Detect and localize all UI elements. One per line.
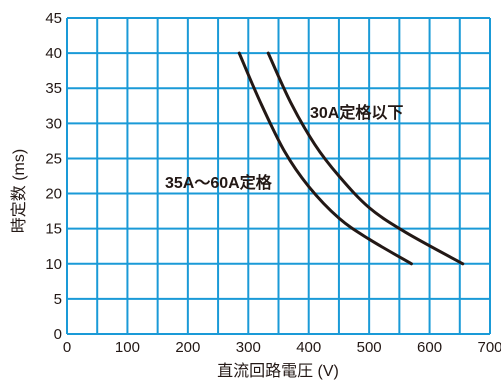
y-tick-label: 15 bbox=[45, 221, 62, 238]
curve-35a-60a-rating bbox=[237, 51, 413, 266]
y-axis-title: 時定数 (ms) bbox=[10, 149, 28, 233]
y-tick-label: 20 bbox=[45, 186, 62, 203]
y-tick-label: 10 bbox=[45, 256, 62, 273]
y-tick-label: 45 bbox=[45, 10, 62, 27]
y-tick-label: 40 bbox=[45, 45, 62, 62]
y-tick-label: 25 bbox=[45, 150, 62, 167]
curve-30a-rating-or-less bbox=[266, 51, 465, 266]
y-tick-label: 0 bbox=[54, 326, 62, 343]
x-tick-label: 600 bbox=[417, 339, 442, 356]
y-tick-label: 5 bbox=[54, 291, 62, 308]
grid bbox=[66, 17, 491, 335]
x-tick-label: 400 bbox=[296, 339, 321, 356]
x-tick-label: 0 bbox=[63, 339, 71, 356]
x-tick-label: 700 bbox=[477, 339, 501, 356]
tick-labels: 0 100 200 300 400 500 600 700 0 5 10 15 20 25 30 35 40 45 bbox=[45, 10, 501, 356]
x-tick-label: 200 bbox=[175, 339, 200, 356]
x-tick-label: 500 bbox=[357, 339, 382, 356]
series-label-30a: 30A定格以下 bbox=[310, 103, 403, 122]
series-label-35a-60a: 35A～60A定格 bbox=[165, 173, 273, 192]
y-tick-label: 30 bbox=[45, 115, 62, 132]
y-tick-label: 35 bbox=[45, 80, 62, 97]
curves bbox=[237, 51, 465, 266]
x-tick-label: 300 bbox=[236, 339, 261, 356]
x-tick-label: 100 bbox=[115, 339, 140, 356]
x-axis-title: 直流回路電圧 (V) bbox=[217, 362, 339, 380]
